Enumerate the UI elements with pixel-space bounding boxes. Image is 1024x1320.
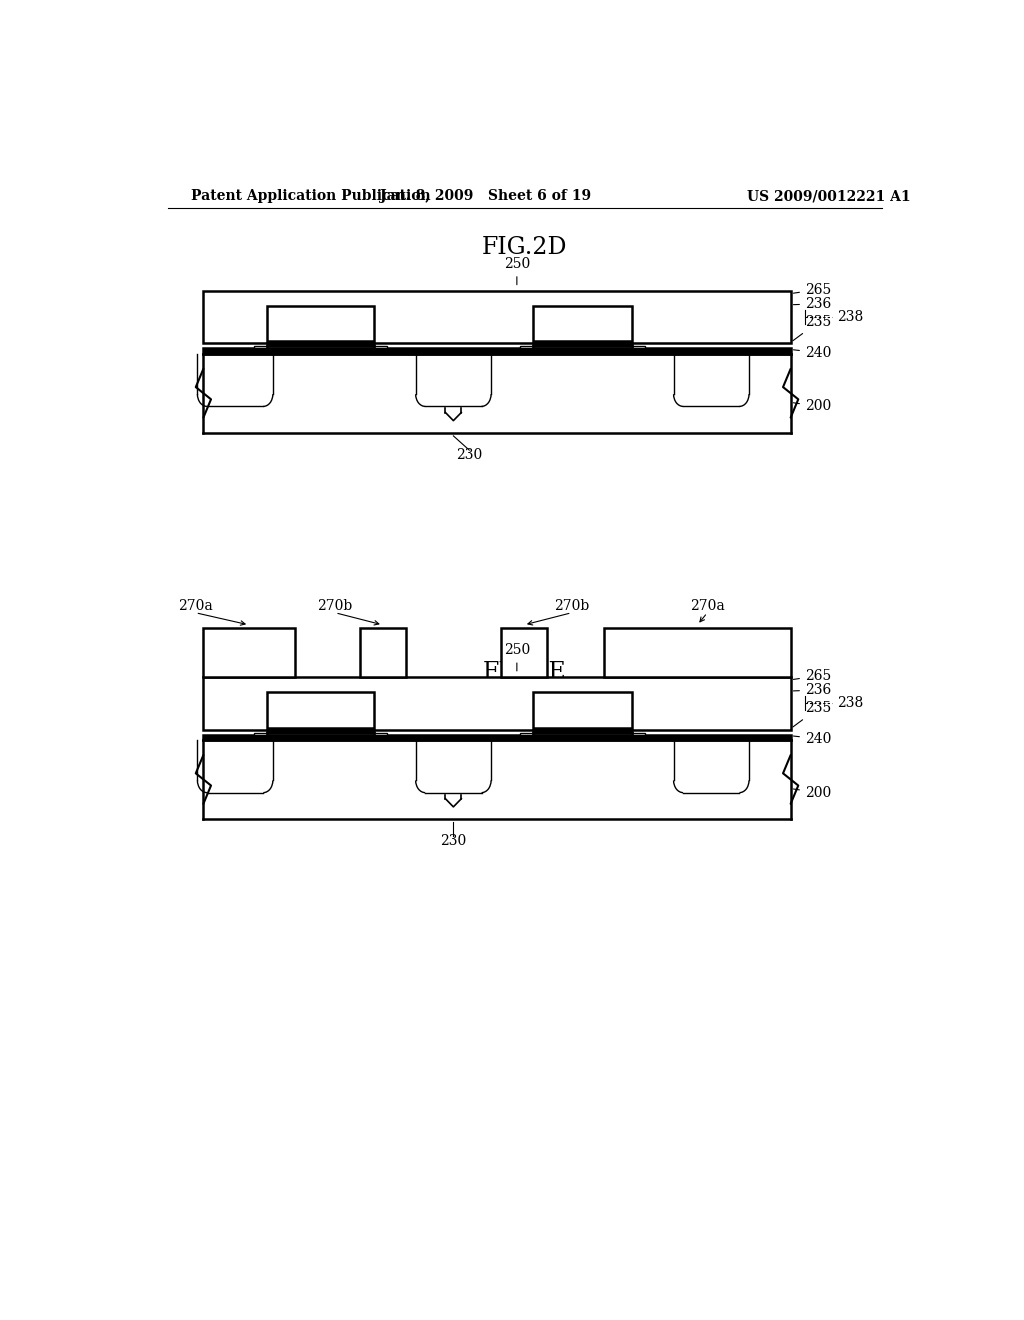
Bar — [520, 733, 532, 735]
Bar — [267, 306, 374, 342]
Bar — [632, 346, 645, 348]
Bar — [532, 306, 632, 342]
Text: 240: 240 — [794, 731, 831, 746]
Text: 240: 240 — [794, 346, 831, 359]
Bar — [374, 733, 387, 735]
Text: US 2009/0012221 A1: US 2009/0012221 A1 — [748, 189, 910, 203]
Bar — [520, 346, 532, 348]
Text: 270b: 270b — [317, 598, 352, 612]
Text: Patent Application Publication: Patent Application Publication — [191, 189, 431, 203]
Text: 238: 238 — [837, 310, 863, 323]
Bar — [632, 733, 645, 735]
Text: 270a: 270a — [690, 598, 725, 612]
Bar — [254, 346, 267, 348]
Text: 236: 236 — [794, 682, 831, 697]
Text: Jan. 8, 2009   Sheet 6 of 19: Jan. 8, 2009 Sheet 6 of 19 — [380, 189, 591, 203]
Bar — [204, 739, 791, 818]
Text: 230: 230 — [440, 834, 467, 849]
Text: 265: 265 — [794, 669, 831, 682]
Bar — [267, 692, 374, 727]
Bar — [204, 290, 791, 343]
Text: 200: 200 — [794, 785, 831, 800]
Bar — [267, 727, 374, 733]
Bar — [204, 354, 791, 433]
Bar — [267, 342, 374, 346]
Text: 200: 200 — [794, 400, 831, 413]
Text: FIG.2E: FIG.2E — [483, 661, 566, 684]
Text: 235: 235 — [793, 701, 831, 727]
Text: 236: 236 — [794, 297, 831, 310]
Text: 230: 230 — [456, 449, 482, 462]
Bar — [254, 733, 267, 735]
Text: 250: 250 — [504, 643, 530, 671]
Bar — [204, 677, 791, 730]
Text: 238: 238 — [837, 696, 863, 710]
Text: 235: 235 — [793, 315, 831, 341]
Text: 270b: 270b — [554, 598, 589, 612]
Bar — [204, 348, 791, 354]
Text: 250: 250 — [504, 257, 530, 285]
Bar — [374, 346, 387, 348]
Bar — [204, 628, 295, 677]
Text: 270a: 270a — [178, 598, 213, 612]
Bar — [604, 628, 791, 677]
Bar — [359, 628, 406, 677]
Bar — [204, 735, 791, 739]
Bar — [532, 342, 632, 346]
Bar — [532, 727, 632, 733]
Bar — [501, 628, 547, 677]
Bar — [532, 692, 632, 727]
Text: 265: 265 — [794, 282, 831, 297]
Text: FIG.2D: FIG.2D — [482, 236, 567, 259]
